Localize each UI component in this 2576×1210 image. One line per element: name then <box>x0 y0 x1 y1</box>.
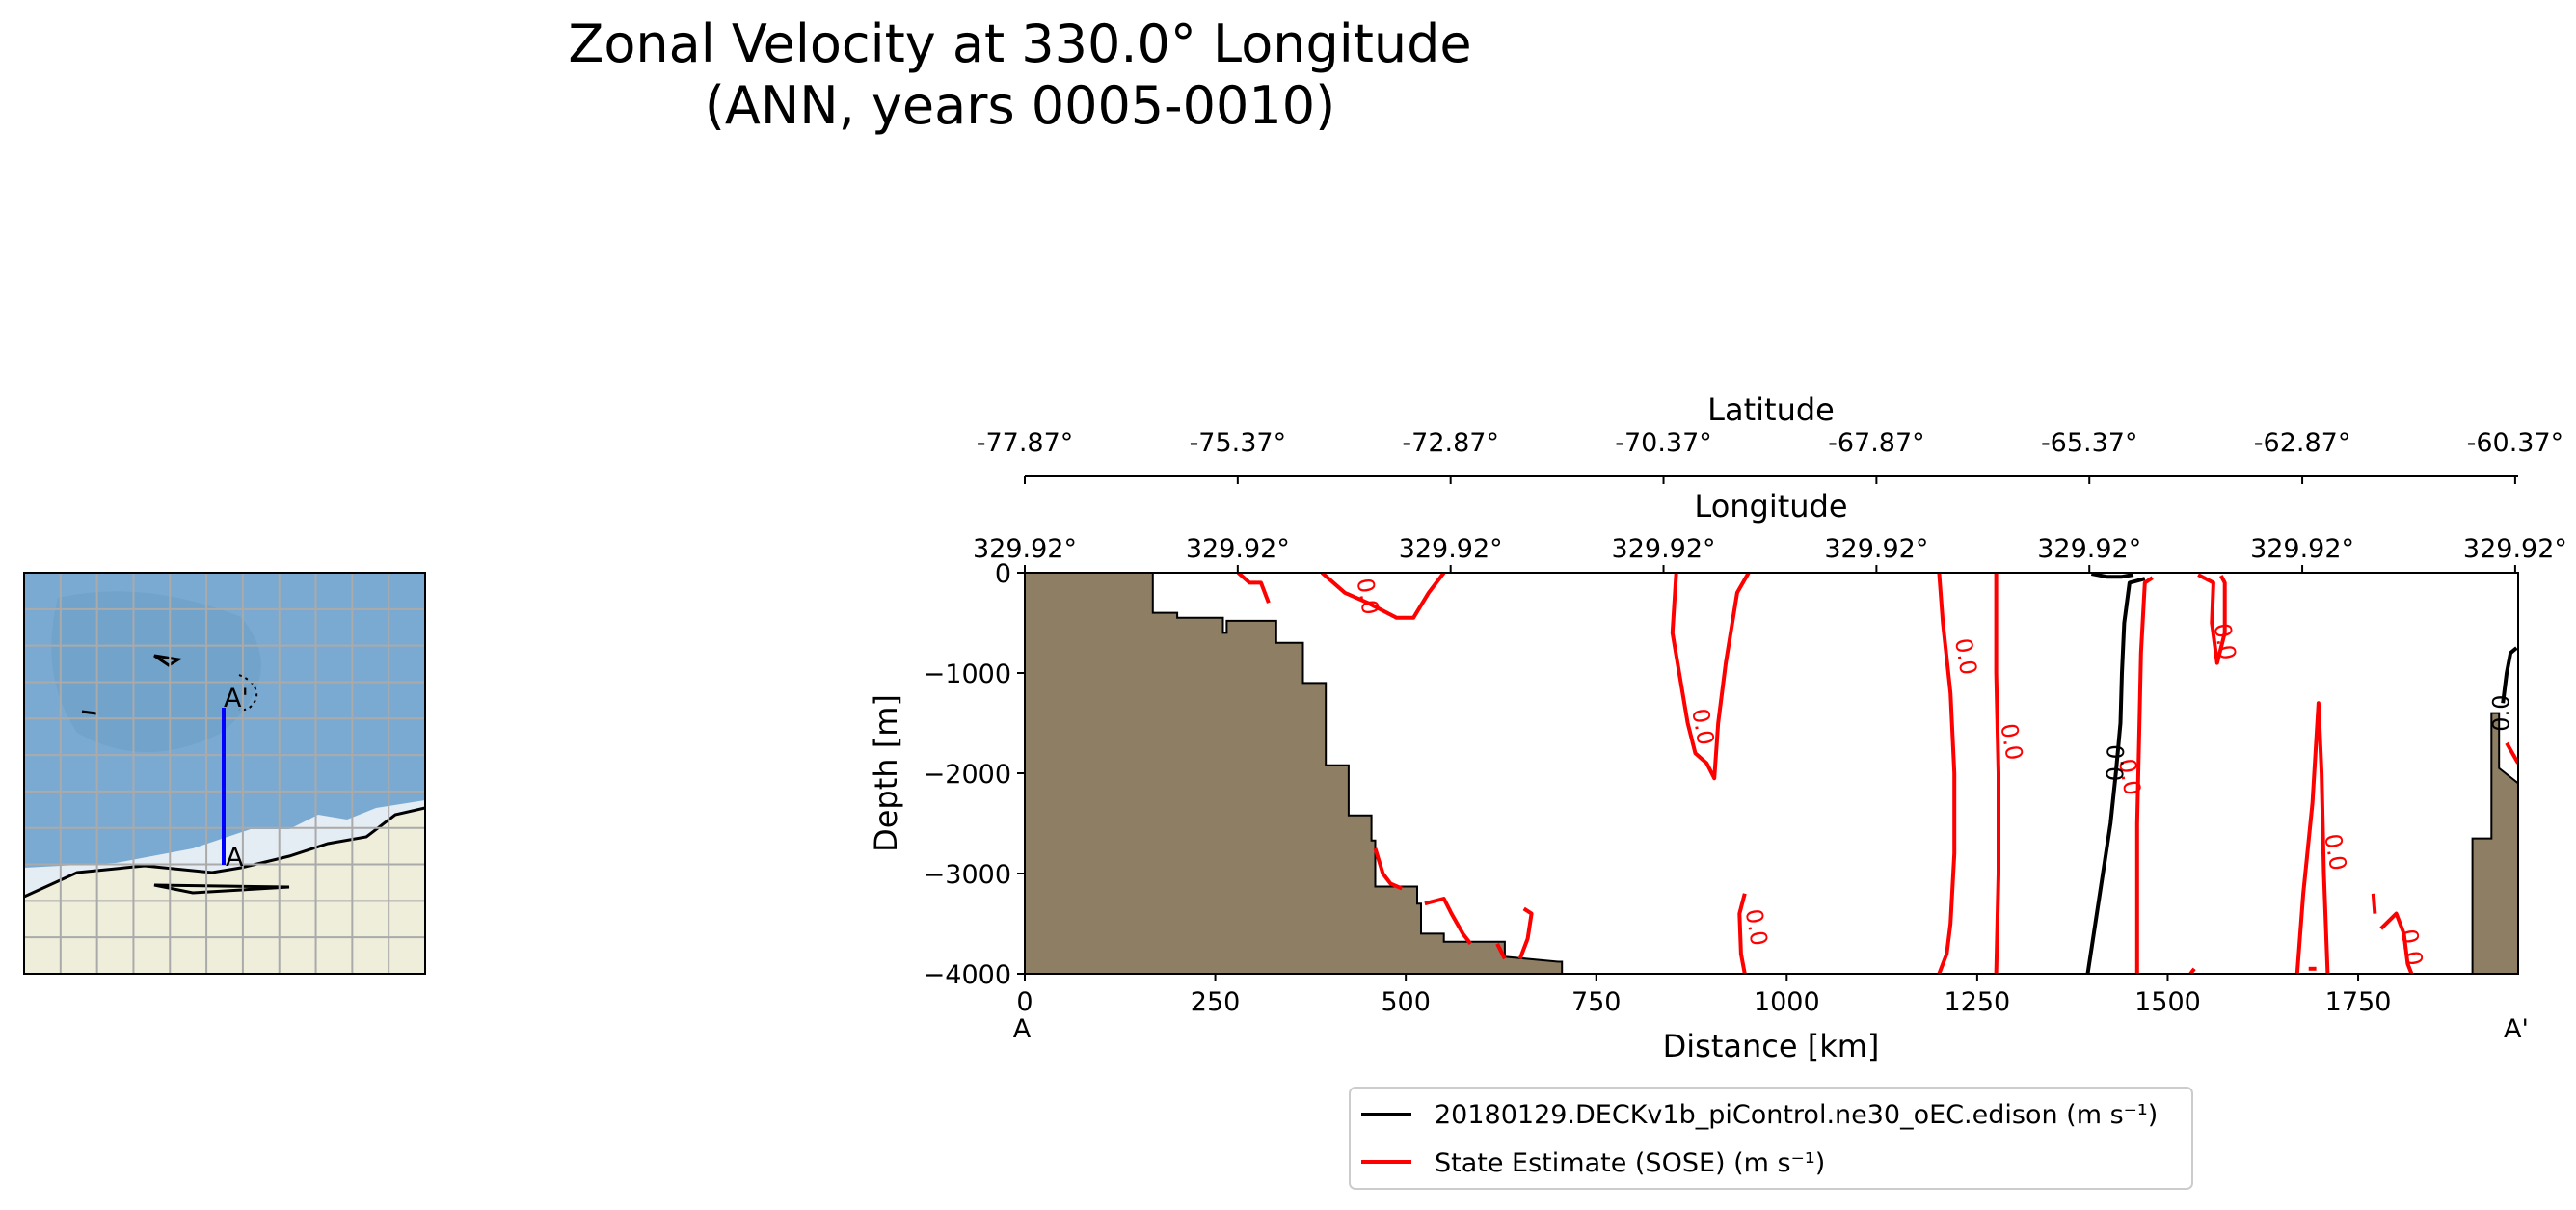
contour-label: 0.0 <box>2209 621 2241 661</box>
longitude-axis-label: Longitude <box>1694 488 1847 524</box>
longitude-tick-label: 329.92° <box>2463 534 2567 564</box>
map-island-small <box>81 654 183 715</box>
contour-line-series1-16 <box>1495 942 1507 960</box>
bathymetry-right <box>2471 712 2518 974</box>
longitude-tick-label: 329.92° <box>1399 534 1503 564</box>
contour-line-series1-7 <box>2197 573 2227 665</box>
contour-line-series1-17 <box>1517 906 1534 960</box>
section-start-label: A <box>226 843 244 873</box>
contour-line-series1-4 <box>1937 573 1957 974</box>
legend-label-model: 20180129.DECKv1b_piControl.ne30_oEC.edis… <box>1435 1100 2158 1130</box>
x-tick-label: 0 <box>1016 987 1033 1017</box>
y-tick-label: −1000 <box>924 659 1011 689</box>
latitude-tick-label: -75.37° <box>1190 428 1287 458</box>
contour-label: 0.0 <box>2113 757 2146 797</box>
contour-line-series1-14 <box>1373 847 1404 891</box>
latitude-tick-label: -67.87° <box>1828 428 1925 458</box>
x-tick-label: 1500 <box>2134 987 2201 1017</box>
section-plot: 0.00.00.00.00.00.00.00.0 0.00.00.0 0 250 50… <box>868 391 2567 1064</box>
y-tick-label: −3000 <box>924 860 1011 890</box>
x-axis-label: Distance [km] <box>1663 1028 1880 1064</box>
longitude-axis-ticks: 329.92° 329.92° 329.92° 329.92° 329.92° 329.9… <box>973 534 2567 573</box>
legend-box <box>1349 1087 2193 1190</box>
y-axis-label: Depth [m] <box>868 694 904 852</box>
longitude-tick-label: 329.92° <box>1186 534 1290 564</box>
contour-lines <box>1236 573 2518 974</box>
y-axis-ticks: 0 −1000 −2000 −3000 −4000 <box>924 559 1025 990</box>
y-tick-label: −2000 <box>924 760 1011 790</box>
x-tick-label: 750 <box>1571 987 1622 1017</box>
legend: 20180129.DECKv1b_piControl.ne30_oEC.edis… <box>1349 1087 2193 1190</box>
latitude-tick-label: -62.87° <box>2254 428 2351 458</box>
latitude-tick-label: -60.37° <box>2467 428 2564 458</box>
contour-label-model: 0.0 <box>2488 695 2515 732</box>
x-tick-label: 1250 <box>1945 987 2011 1017</box>
contour-line-series0-0 <box>2085 577 2146 974</box>
chart-title-line1: Zonal Velocity at 330.0° Longitude <box>568 13 1471 74</box>
latitude-axis-label: Latitude <box>1707 391 1835 428</box>
contour-label: 0.0 <box>2319 832 2351 873</box>
y-tick-label: −4000 <box>924 960 1011 990</box>
x-tick-label: 250 <box>1191 987 1241 1017</box>
x-tick-label: 500 <box>1381 987 1431 1017</box>
x-axis-ticks: 0 250 500 750 1000 1250 1500 1750 <box>1016 974 2391 1017</box>
map-dotted-contour <box>238 674 258 712</box>
longitude-tick-label: 329.92° <box>1824 534 1928 564</box>
bathymetry <box>1025 573 1564 974</box>
contour-line-series0-2 <box>2091 573 2134 579</box>
y-tick-label: 0 <box>995 559 1011 589</box>
latitude-tick-label: -72.87° <box>1402 428 1499 458</box>
contour-line-series1-13 <box>2505 741 2518 765</box>
contour-line-series1-15 <box>1424 897 1472 946</box>
section-end-label: A' <box>224 684 249 713</box>
map-inset: A A' <box>23 572 426 975</box>
contour-label: 0.0 <box>1995 721 2027 762</box>
contour-labels: 0.00.00.00.00.00.00.00.0 0.00.00.0 <box>1352 576 2515 967</box>
contour-line-series1-9 <box>2294 701 2330 974</box>
map-frame <box>23 572 426 975</box>
contour-line-series0-1 <box>2501 646 2518 704</box>
contour-line-series1-11 <box>2371 893 2377 914</box>
longitude-tick-label: 329.92° <box>2250 534 2354 564</box>
map-ocean-shade <box>51 591 261 752</box>
x-tick-label: 1000 <box>1754 987 1820 1017</box>
latitude-tick-label: -65.37° <box>2041 428 2138 458</box>
longitude-tick-label: 329.92° <box>1612 534 1716 564</box>
longitude-tick-label: 329.92° <box>2037 534 2141 564</box>
contour-line-series1-12 <box>2379 911 2414 974</box>
map-coastline <box>24 806 425 899</box>
contour-label-model: 0.0 <box>2102 744 2130 782</box>
contour-label: 0.0 <box>1740 907 1773 948</box>
latitude-tick-label: -77.87° <box>977 428 1074 458</box>
x-end-label-start: A <box>1013 1014 1032 1044</box>
contour-line-series1-3 <box>1737 893 1747 974</box>
legend-label-sose: State Estimate (SOSE) (m s⁻¹) <box>1435 1148 1825 1178</box>
contour-line-series1-2 <box>1670 573 1751 781</box>
longitude-tick-label: 329.92° <box>973 534 1077 564</box>
contour-label: 0.0 <box>1949 636 1982 677</box>
contour-line-series1-1 <box>1320 573 1446 620</box>
contour-line-series1-0 <box>1236 573 1271 604</box>
x-tick-label: 1750 <box>2325 987 2392 1017</box>
contour-line-series1-5 <box>1994 573 2000 974</box>
chart-title-line2: (ANN, years 0005-0010) <box>705 75 1335 136</box>
latitude-tick-label: -70.37° <box>1615 428 1712 458</box>
contour-label: 0.0 <box>2395 927 2428 967</box>
contour-label: 0.0 <box>1686 707 1719 747</box>
latitude-axis-ticks: -77.87° -75.37° -72.87° -70.37° -67.87° -65.3… <box>977 428 2563 484</box>
map-island <box>153 883 290 895</box>
contour-label: 0.0 <box>1352 576 1384 616</box>
contour-line-series1-6 <box>2134 576 2154 974</box>
x-end-label-end: A' <box>2504 1014 2529 1044</box>
